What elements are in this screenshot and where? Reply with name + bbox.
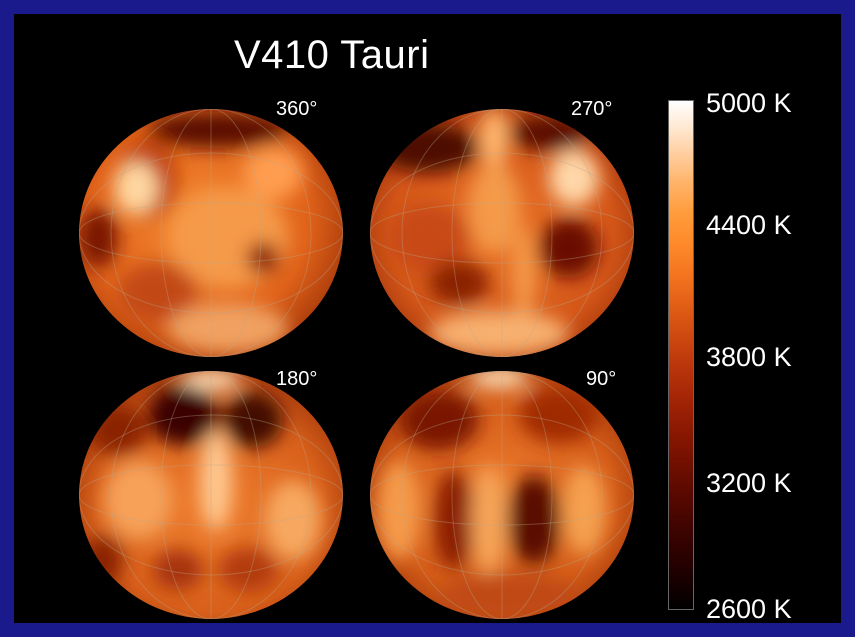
colorbar-label-3800: 3800 K (706, 342, 792, 372)
star-map-360 (79, 109, 343, 357)
angle-label-270: 270° (571, 98, 613, 120)
colorbar-label-3200: 3200 K (706, 468, 792, 498)
star-map-180 (79, 371, 343, 619)
colorbar-label-5000: 5000 K (706, 88, 792, 118)
angle-label-90: 90° (586, 368, 617, 390)
colorbar-label-4400: 4400 K (706, 210, 792, 240)
star-map-270 (370, 109, 634, 357)
colorbar-label-2600: 2600 K (706, 594, 792, 624)
figure-title: V410 Tauri (234, 33, 430, 77)
angle-label-360: 360° (276, 98, 318, 120)
angle-label-180: 180° (276, 368, 318, 390)
temperature-colorbar (668, 100, 694, 610)
star-map-90 (370, 371, 634, 619)
